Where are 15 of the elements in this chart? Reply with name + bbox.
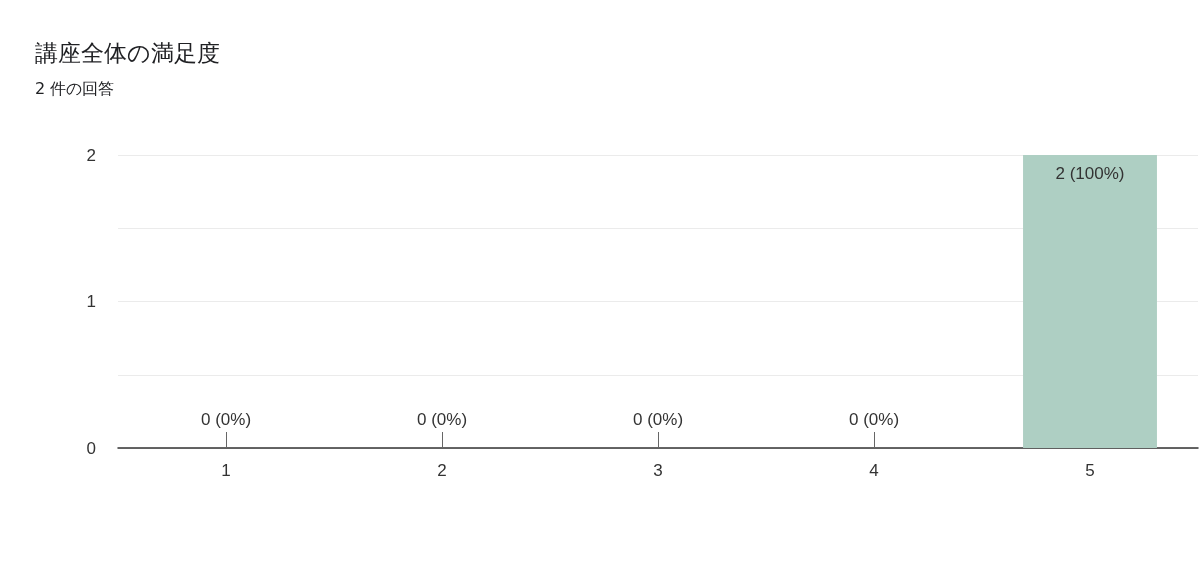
y-tick-label: 2: [86, 145, 96, 165]
x-tick-label: 3: [653, 461, 663, 480]
data-label: 0 (0%): [848, 410, 900, 429]
y-tick-label: 0: [86, 438, 96, 458]
chart-title: 講座全体の満足度: [35, 39, 220, 66]
data-label: 0 (0%): [632, 410, 684, 429]
x-tick-label: 4: [869, 461, 879, 480]
x-tick-label: 1: [221, 461, 231, 480]
data-label: 0 (0%): [416, 410, 468, 429]
data-label: 2 (100%): [1055, 164, 1125, 183]
x-tick-label: 5: [1085, 461, 1095, 480]
chart-subtitle: 2 件の回答: [35, 78, 115, 98]
x-tick-label: 2: [437, 461, 447, 480]
data-label: 0 (0%): [200, 410, 252, 429]
y-tick-label: 1: [86, 292, 96, 311]
